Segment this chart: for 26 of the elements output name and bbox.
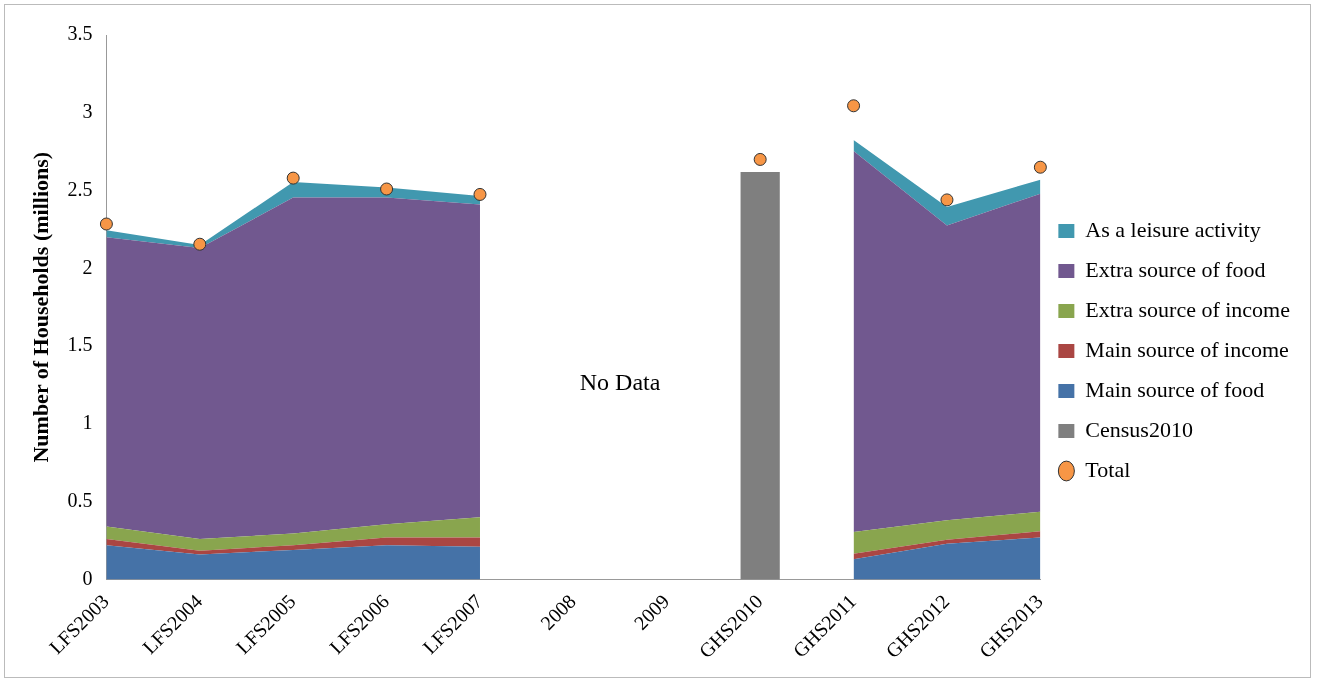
- point: [193, 237, 207, 251]
- point: [99, 217, 113, 231]
- y-tick-label: 3.5: [67, 22, 93, 45]
- y-tick-label: 0.5: [67, 488, 93, 511]
- legend-label: Census2010: [1085, 416, 1193, 442]
- y-tick-label: 2: [82, 255, 93, 278]
- legend-label: Main source of food: [1085, 376, 1265, 402]
- y-tick-label: 0: [82, 566, 93, 589]
- point: [1033, 160, 1047, 174]
- y-tick-label: 1.5: [67, 333, 93, 356]
- annotation: No Data: [579, 368, 661, 395]
- point: [753, 152, 767, 166]
- y-tick-label: 1: [82, 411, 93, 434]
- legend-label: Total: [1085, 456, 1131, 482]
- point: [473, 187, 487, 201]
- y-axis-title: Number of Households (millions): [27, 151, 53, 463]
- point: [940, 193, 954, 207]
- y-tick-label: 3: [82, 100, 93, 123]
- legend-label: Main source of income: [1085, 336, 1289, 362]
- legend-label: As a leisure activity: [1085, 216, 1261, 242]
- point: [847, 99, 861, 113]
- y-tick-label: 2.5: [67, 177, 93, 200]
- point: [286, 171, 300, 185]
- legend-label: Extra source of income: [1085, 296, 1290, 322]
- legend-label: Extra source of food: [1085, 256, 1266, 282]
- point: [380, 182, 394, 196]
